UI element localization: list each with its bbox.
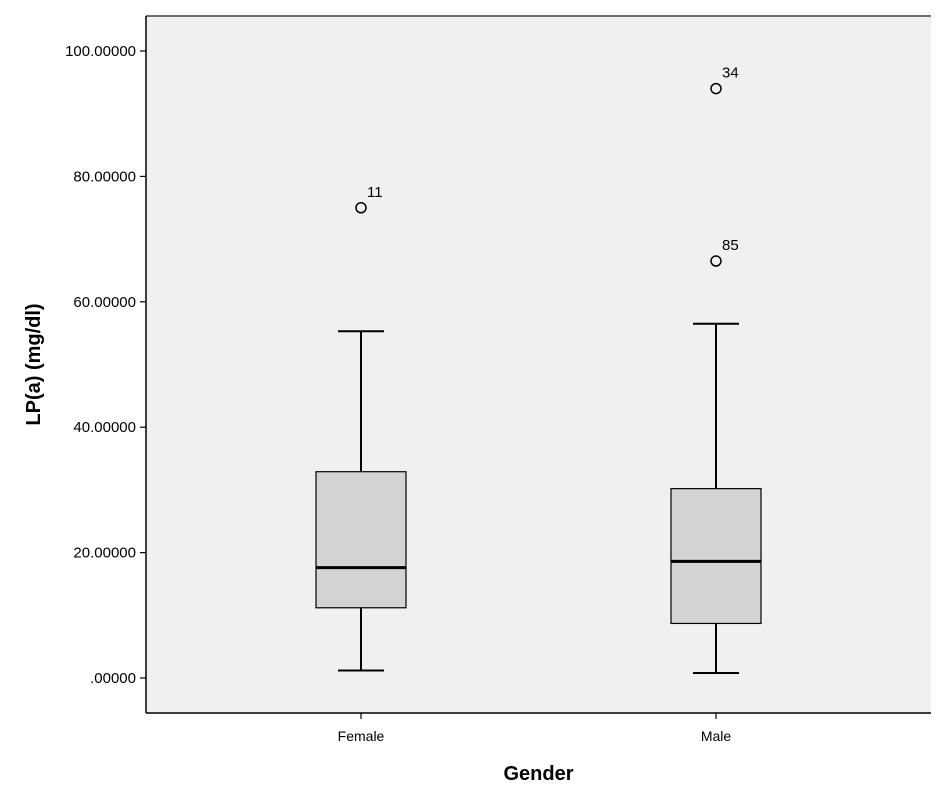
y-tick-label: 100.00000 [65, 43, 136, 60]
boxplot-female: 11 [315, 184, 407, 672]
outlier-point [710, 82, 722, 95]
outlier-label: 34 [722, 65, 739, 82]
outlier-label: 85 [722, 237, 739, 254]
iqr-box [315, 471, 407, 609]
outlier-label: 11 [367, 184, 383, 201]
y-tick-label: 80.00000 [73, 168, 136, 185]
outlier-point [355, 202, 367, 214]
y-axis-title: LP(a) (mg/dl) [23, 303, 45, 425]
x-axis-title: Gender [503, 763, 573, 785]
x-tick-label: Female [338, 728, 385, 744]
y-tick-label: .00000 [90, 670, 136, 687]
y-tick-label: 60.00000 [73, 294, 136, 311]
boxplot-male: 34 85 [670, 65, 762, 674]
y-tick-label: 40.00000 [73, 419, 136, 436]
x-axis-ticks: Female Male [338, 713, 732, 744]
x-tick-label: Male [701, 728, 732, 744]
iqr-box [670, 488, 762, 625]
plot-area [146, 16, 931, 713]
y-tick-label: 20.00000 [73, 545, 136, 562]
outlier-point [710, 255, 722, 267]
boxplots: 11 34 85 [315, 65, 762, 674]
y-axis-ticks: .00000 20.00000 40.00000 60.00000 80.00000 10… [65, 43, 146, 687]
